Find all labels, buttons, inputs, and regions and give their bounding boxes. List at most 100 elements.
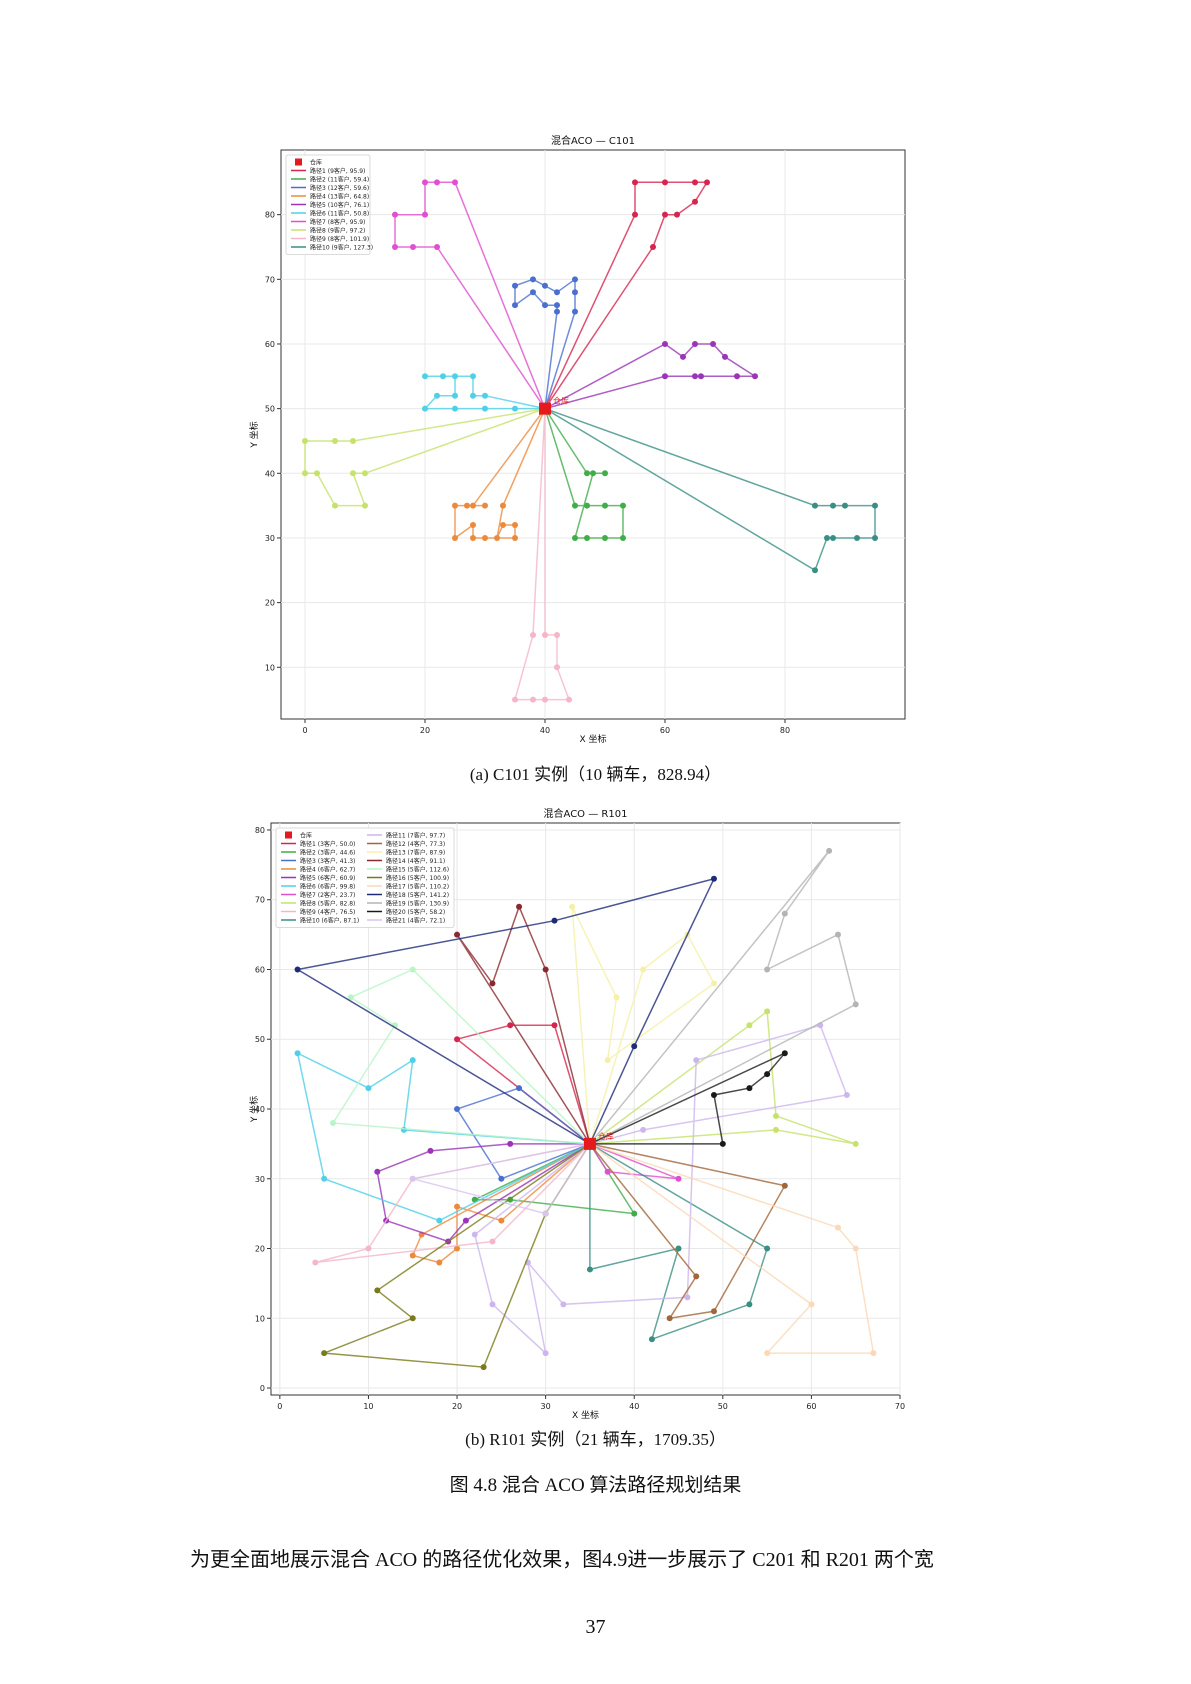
customer-point (422, 373, 428, 380)
customer-point (674, 211, 680, 218)
customer-point (692, 198, 698, 205)
customer-point (602, 534, 608, 541)
customer-point (374, 1287, 381, 1294)
customer-point (410, 243, 416, 250)
customer-point (434, 243, 440, 250)
route-line (376, 1143, 591, 1243)
depot-marker (583, 1137, 596, 1150)
customer-point (662, 373, 668, 380)
customer-point (422, 179, 428, 186)
customer-point (772, 1126, 779, 1133)
customer-point (392, 211, 398, 218)
y-tick-label: 30 (255, 1175, 265, 1184)
customer-point (294, 966, 301, 973)
customer-point (530, 276, 536, 283)
customer-point (332, 437, 338, 444)
customer-point (409, 1315, 416, 1322)
legend-label: 路径7 (8客户, 95.9) (310, 218, 365, 226)
customer-point (470, 502, 476, 509)
legend-label: 路径1 (9客户, 95.9) (310, 167, 365, 175)
legend-label: 路径5 (10客户, 76.1) (310, 201, 369, 209)
customer-point (470, 522, 476, 529)
customer-point (332, 502, 338, 509)
customer-point (590, 470, 596, 477)
customer-point (852, 1245, 859, 1252)
customer-point (422, 211, 428, 218)
route-line (571, 906, 715, 1145)
y-tick-label: 80 (255, 826, 265, 835)
customer-point (554, 664, 560, 671)
customer-point (452, 534, 458, 541)
customer-point (834, 1224, 841, 1231)
customer-point (781, 1182, 788, 1189)
figure-b-caption: (b) R101 实例（21 辆车，1709.35） (465, 1430, 726, 1449)
customer-point (572, 276, 578, 283)
customer-point (648, 1336, 655, 1343)
customer-point (452, 373, 458, 380)
legend-label: 路径5 (6客户, 60.9) (300, 874, 355, 882)
route-line (456, 904, 591, 1145)
legend-depot-swatch (285, 831, 292, 839)
customer-point (650, 243, 656, 250)
customer-point (719, 1140, 726, 1147)
legend-label: 路径10 (6客户, 87.1) (300, 917, 359, 925)
customer-point (454, 1245, 461, 1252)
customer-point (572, 534, 578, 541)
legend-label: 路径11 (7客户, 97.7) (386, 832, 445, 840)
chart-r101: 0 10 20 30 40 50 60 70 0 10 20 30 40 50 60 70 80 混合ACO — … (248, 808, 905, 1421)
y-tick-label: 30 (265, 534, 275, 543)
legend-label: 路径4 (6客户, 62.7) (300, 866, 355, 874)
figure-a-caption: (a) C101 实例（10 辆车，828.94） (469, 765, 722, 784)
chart-title: 混合ACO — R101 (544, 808, 628, 820)
customer-point (530, 631, 536, 638)
customer-point (781, 910, 788, 917)
y-tick-label: 80 (265, 211, 275, 220)
route-line (514, 408, 571, 701)
customer-point (409, 966, 416, 973)
x-tick-label: 80 (780, 726, 790, 735)
customer-point (620, 502, 626, 509)
customer-point (808, 1301, 815, 1308)
customer-point (512, 522, 518, 529)
chart-c101: 0 20 40 60 80 10 20 30 40 50 60 70 80 混合ACO — C101 X 坐… (248, 135, 906, 745)
customer-point (631, 1043, 638, 1050)
y-tick-label: 20 (265, 599, 275, 608)
x-tick-label: 60 (660, 726, 670, 735)
legend-label: 路径19 (5客户, 130.9) (386, 900, 449, 908)
y-axis-label: Y 坐标 (248, 1096, 260, 1123)
customer-point (409, 1175, 416, 1182)
y-tick-label: 70 (265, 275, 275, 284)
customer-point (692, 179, 698, 186)
customer-point (365, 1245, 372, 1252)
customer-point (640, 1126, 647, 1133)
customer-point (482, 392, 488, 399)
customer-point (440, 373, 446, 380)
legend-label: 路径14 (4客户, 91.1) (386, 857, 445, 865)
legend-label: 路径3 (12客户, 59.6) (310, 184, 369, 192)
legend-label: 仓库 (310, 159, 322, 167)
legend-label: 路径18 (5客户, 141.2) (386, 891, 449, 899)
y-tick-label: 60 (255, 965, 265, 974)
customer-point (350, 437, 356, 444)
depot-label: 仓库 (598, 1131, 614, 1141)
customer-point (722, 353, 728, 360)
legend-label: 路径8 (9客户, 97.2) (310, 227, 365, 235)
customer-point (482, 502, 488, 509)
customer-point (480, 1364, 487, 1371)
route-line (423, 375, 546, 410)
customer-point (452, 502, 458, 509)
x-tick-label: 20 (452, 1402, 462, 1411)
customer-point (824, 534, 830, 541)
customer-point (347, 994, 354, 1001)
customer-point (507, 1140, 514, 1147)
customer-point (852, 1140, 859, 1147)
customer-point (710, 875, 717, 882)
customer-point (434, 392, 440, 399)
customer-point (500, 522, 506, 529)
x-tick-label: 70 (895, 1402, 905, 1411)
legend-label: 路径10 (9客户, 127.3) (310, 244, 373, 252)
customer-point (746, 1301, 753, 1308)
customer-point (586, 1266, 593, 1273)
legend-label: 路径6 (6客户, 99.8) (300, 883, 355, 891)
customer-point (692, 373, 698, 380)
